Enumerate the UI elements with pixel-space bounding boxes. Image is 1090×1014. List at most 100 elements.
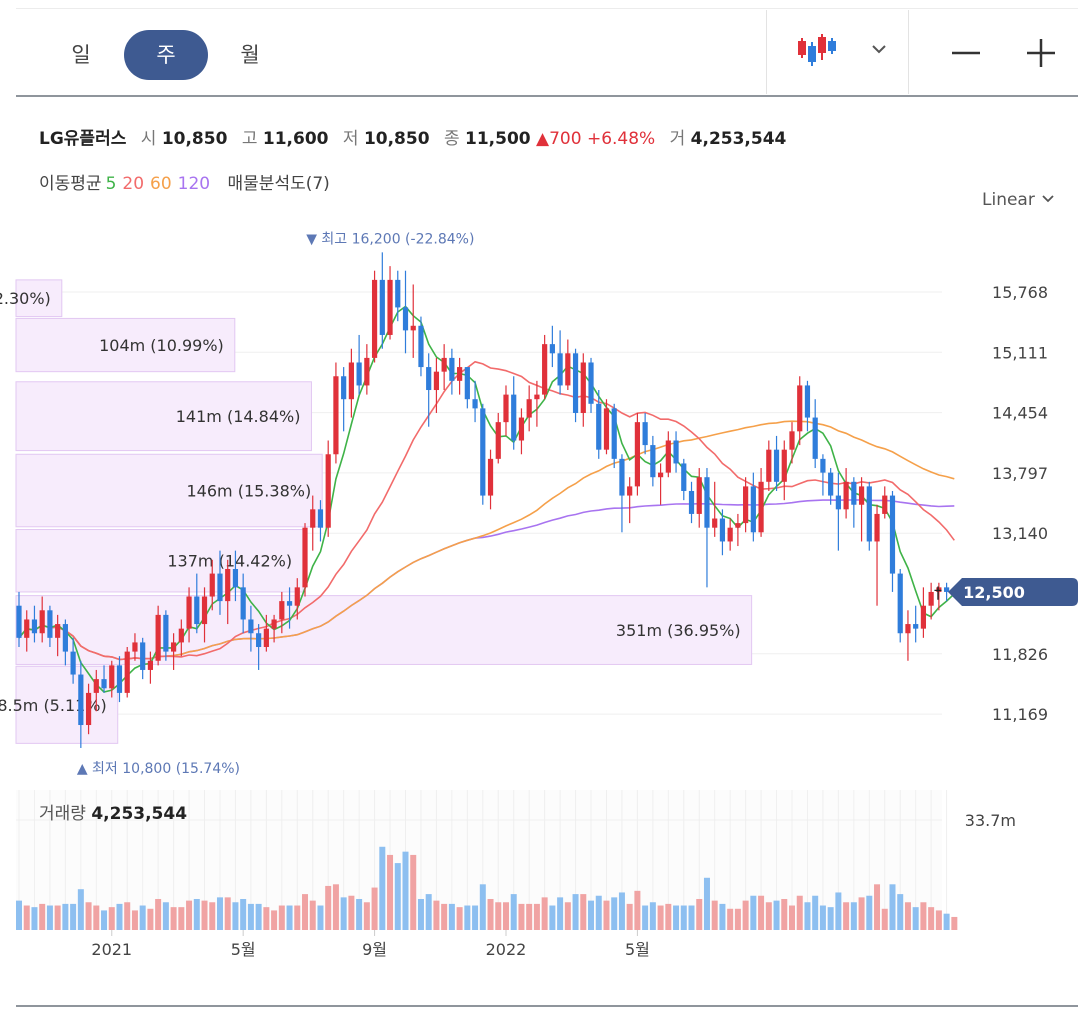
candle-body [387, 279, 393, 335]
volume-bar [526, 903, 533, 930]
candle [889, 490, 896, 592]
candle-body [944, 587, 950, 592]
y-tick-label: 11,826 [992, 645, 1048, 664]
ma-20-label[interactable]: 20 [122, 174, 145, 194]
ma-60-label[interactable]: 60 [150, 174, 172, 194]
candle-body [511, 394, 517, 441]
volume-bar [131, 910, 138, 930]
volume-bar [781, 898, 788, 930]
volume-bar [394, 863, 401, 930]
candle-body [85, 692, 92, 726]
current-price-tag [948, 577, 1078, 606]
volume-bar [580, 894, 587, 930]
candle [101, 665, 107, 693]
candle [186, 587, 192, 643]
candle [596, 390, 602, 459]
scale-mode-dropdown[interactable]: Linear [982, 190, 1056, 210]
tab-daily[interactable]: 일 [71, 43, 91, 67]
candle [719, 509, 726, 556]
candle [634, 412, 640, 496]
volume-bar [263, 907, 270, 930]
volume-bar [657, 905, 664, 930]
volume-bar [186, 900, 193, 930]
volume-bar [588, 900, 595, 930]
candle-body [642, 422, 648, 446]
candle [812, 399, 818, 469]
ma-120-label[interactable]: 120 [177, 174, 211, 194]
x-tick-label: 2022 [486, 940, 527, 959]
tab-monthly[interactable]: 월 [240, 43, 260, 67]
y-tick-label: 13,797 [992, 464, 1048, 483]
volume-bar [912, 907, 919, 930]
candle [418, 316, 424, 377]
volume-bar [649, 902, 656, 930]
candle-body [47, 610, 53, 638]
candle-body [55, 624, 61, 638]
candle-body [16, 605, 22, 638]
candle [511, 376, 517, 450]
candle [24, 610, 30, 652]
volume-bar [874, 884, 881, 930]
candle [171, 633, 177, 670]
volume-bar [332, 884, 339, 930]
price-chart[interactable]: 15,768 15,111 14,454 13,797 13,140 11,826 11,1… [0, 220, 1090, 780]
volume-profile-bar [15, 317, 236, 373]
candle [39, 596, 45, 643]
candle-body [201, 596, 208, 625]
candle-body [565, 353, 571, 386]
volume-profile-bar [15, 279, 63, 318]
candle [31, 605, 38, 643]
volume-bar [232, 902, 239, 930]
ma-5-label[interactable]: 5 [105, 174, 117, 194]
volume-label: 거 [669, 129, 686, 149]
y-tick-label: 15,111 [992, 343, 1048, 362]
candle [804, 380, 811, 432]
minus-icon[interactable] [946, 32, 986, 72]
candlestick-icon[interactable] [792, 30, 842, 74]
volume-bar [348, 895, 355, 930]
candle [642, 412, 648, 455]
volume-bar [464, 905, 471, 930]
toolbar-bottom-border [16, 95, 1078, 97]
volume-bar [124, 902, 131, 930]
tab-weekly[interactable]: 주 [124, 30, 208, 80]
candle [348, 348, 354, 418]
chevron-down-icon[interactable] [864, 34, 894, 64]
candle-body [163, 614, 169, 652]
candle [542, 334, 548, 400]
change-value: 700 [549, 129, 582, 149]
candle-body [712, 518, 718, 528]
candle-body [140, 642, 146, 670]
volume-bar [850, 902, 857, 930]
volume-bar [93, 905, 100, 930]
candle-body [518, 417, 525, 441]
open-label: 시 [140, 129, 157, 149]
candle [356, 334, 362, 395]
candle-body [812, 417, 818, 459]
candle-body [70, 651, 76, 675]
candle [897, 568, 903, 643]
volume-bar [897, 894, 904, 930]
volume-bar [711, 900, 718, 930]
candle [874, 504, 880, 606]
candle-body [418, 325, 424, 368]
volume-bar [139, 905, 146, 930]
candle-body [371, 279, 378, 358]
candle [920, 587, 927, 638]
volume-bar [734, 908, 741, 930]
candle [905, 610, 911, 661]
volume-value: 4,253,544 [690, 129, 787, 149]
candle-body [325, 454, 331, 528]
volume-bar [70, 903, 77, 930]
volume-profile-label[interactable]: 매물분석도(7) [227, 174, 330, 194]
candle-body [681, 463, 687, 491]
candle-body [364, 357, 370, 386]
candle-body [673, 440, 679, 464]
candle-body [596, 403, 602, 450]
volume-bar [286, 905, 293, 930]
candle-body [627, 486, 633, 496]
plus-icon[interactable] [1021, 32, 1061, 72]
candle [696, 468, 702, 528]
candle [209, 559, 215, 611]
candle-body [735, 523, 741, 528]
